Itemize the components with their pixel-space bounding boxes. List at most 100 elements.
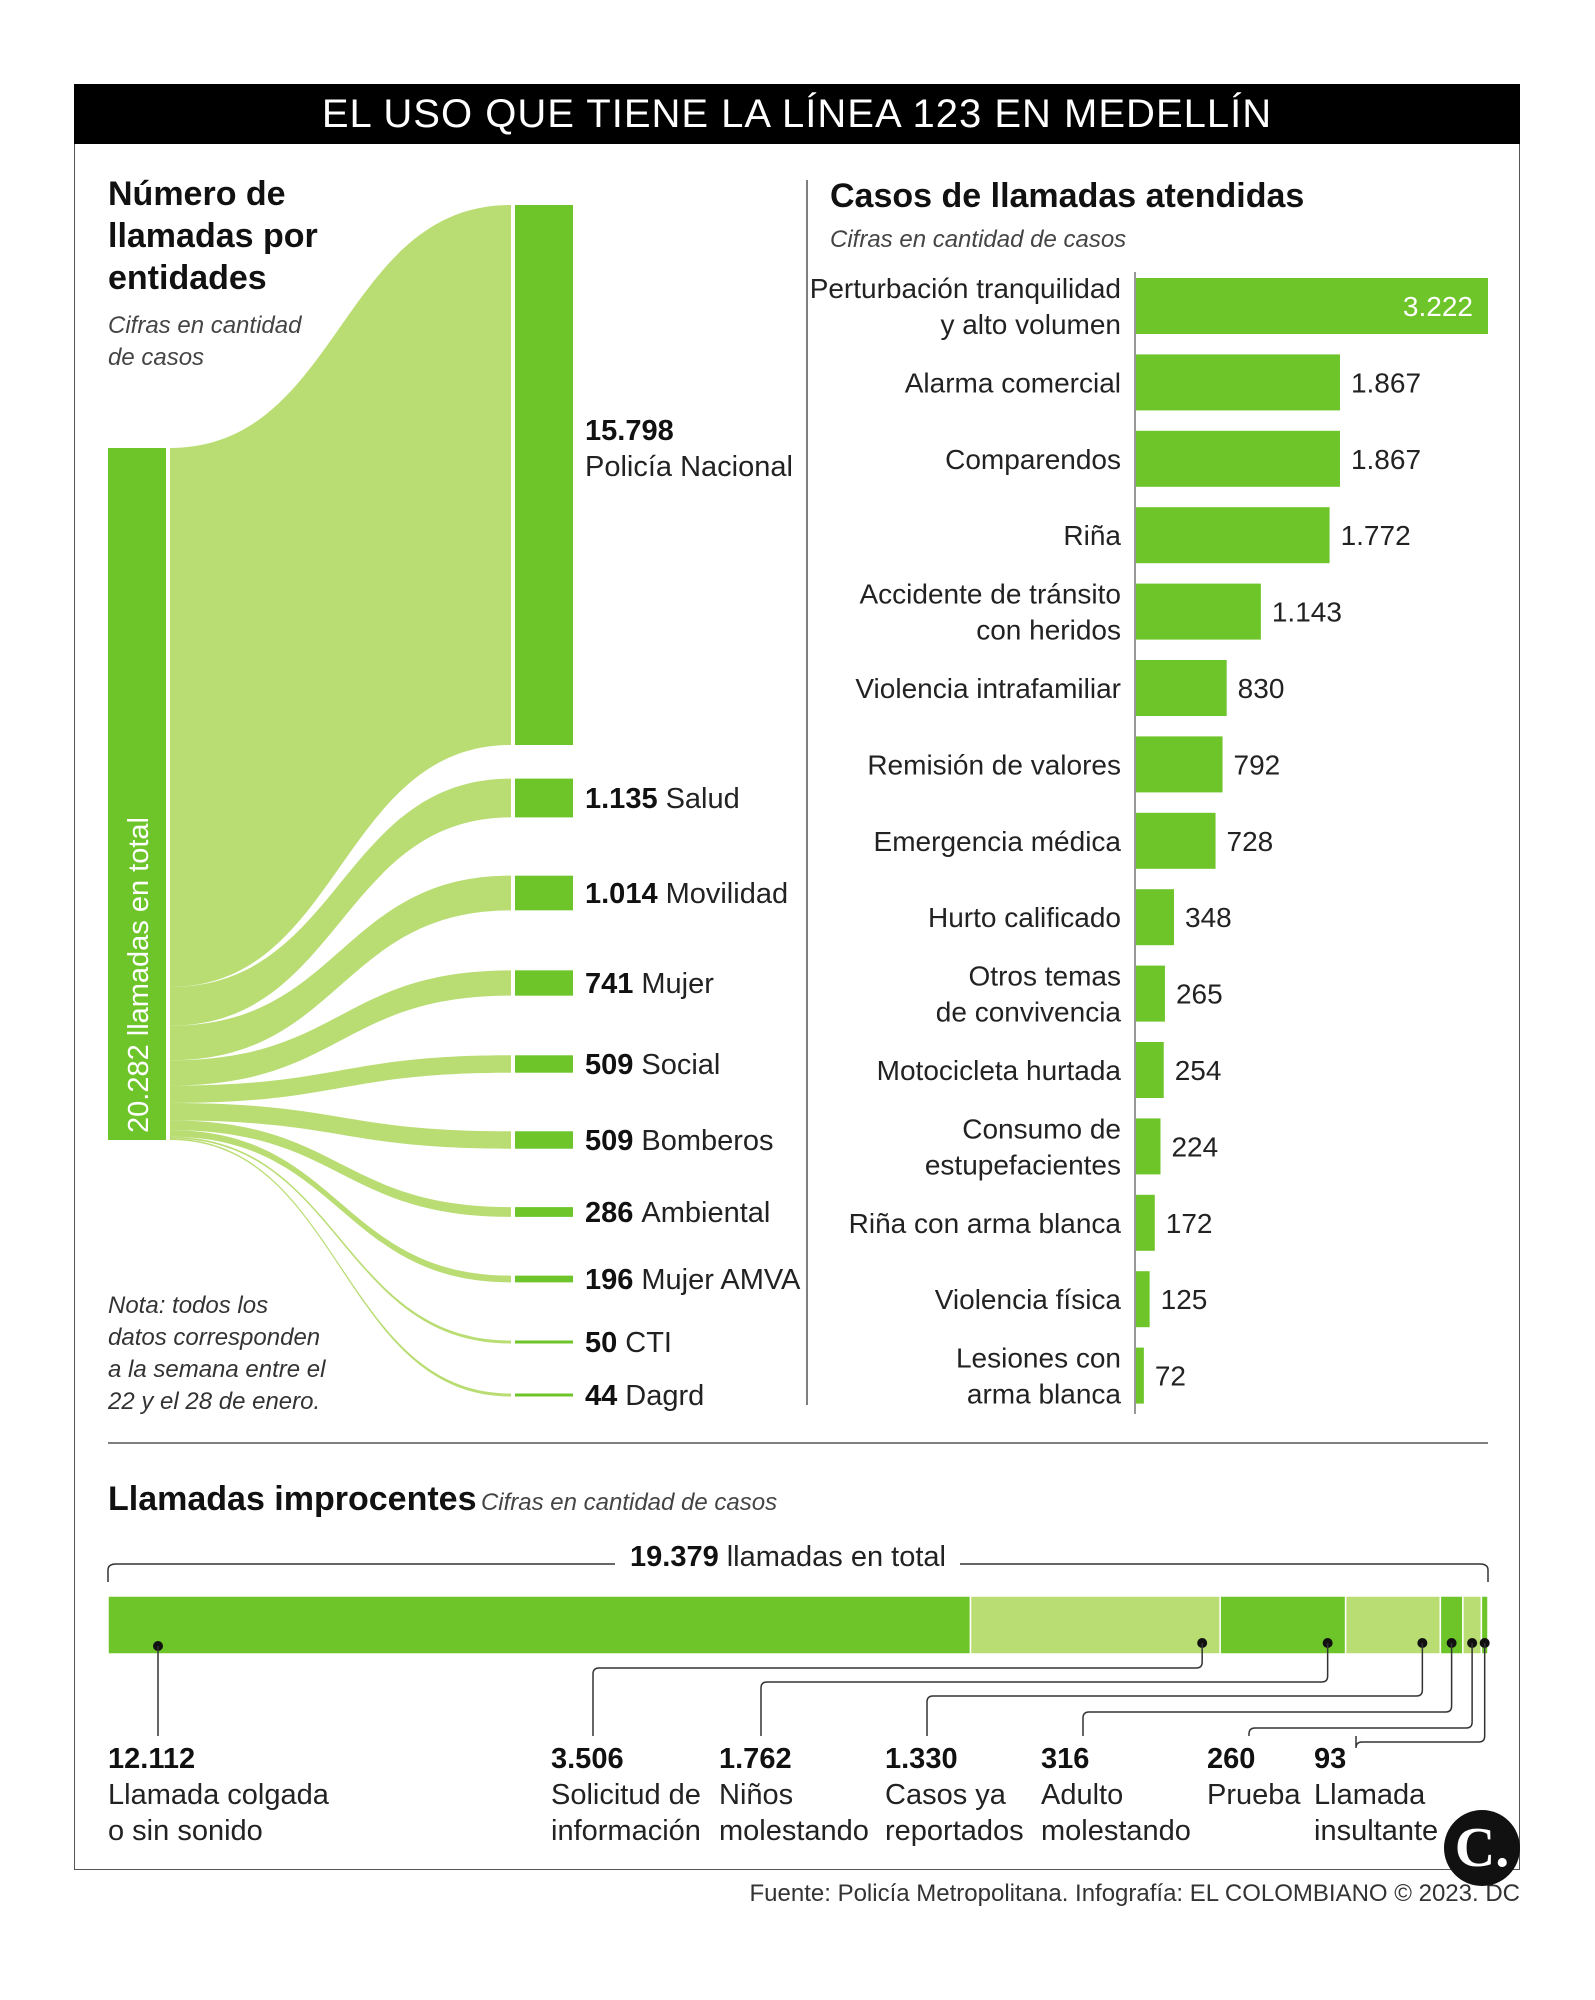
sankey-target-bar	[515, 970, 573, 996]
sankey-target-bar	[515, 1275, 573, 1283]
sankey-target-bar	[515, 875, 573, 911]
cases-value-label: 1.772	[1341, 520, 1411, 551]
cases-category-label: Emergencia médica	[874, 826, 1122, 857]
cases-value-label: 830	[1238, 673, 1285, 704]
cases-bar	[1136, 1271, 1150, 1328]
sankey-target-bar	[515, 1340, 573, 1344]
sankey-category-label: Social	[641, 1049, 720, 1081]
sankey-label: 286 Ambiental	[585, 1197, 770, 1229]
cases-bar	[1136, 1042, 1164, 1098]
sankey-flow	[170, 1102, 511, 1149]
cases-category-label: Accidente de tránsito	[860, 579, 1122, 610]
cases-value-label: 265	[1176, 979, 1223, 1010]
improper-value-label: 12.112	[108, 1743, 195, 1775]
improper-leader-line	[1248, 1643, 1473, 1736]
cases-category-label: Violencia física	[935, 1284, 1122, 1315]
improper-total-value: 19.379	[630, 1541, 719, 1573]
improper-category-label: Casos ya	[885, 1779, 1007, 1811]
sankey-flow	[170, 1130, 511, 1283]
sankey-chart: 15.798 Policía Nacional 1.135 Salud 1.014 Mov…	[108, 205, 801, 1412]
sankey-category-label: CTI	[625, 1327, 672, 1359]
cases-title: Casos de llamadas atendidas	[830, 177, 1305, 215]
note-line: 22 y el 28 de enero.	[108, 1388, 321, 1415]
sankey-target-bar	[515, 205, 573, 745]
improper-title: Llamadas improcentes	[108, 1480, 477, 1518]
improper-category-label: molestando	[719, 1815, 869, 1847]
sankey-target-bar	[515, 1055, 573, 1073]
cases-bar	[1136, 965, 1165, 1022]
cases-bar	[1136, 1347, 1144, 1404]
cases-value-label: 348	[1185, 902, 1232, 933]
cases-category-label: Lesiones con	[956, 1343, 1121, 1374]
entities-title-line: Número de	[108, 175, 286, 213]
sankey-category-label: Mujer	[641, 968, 714, 1000]
improper-heading: Llamadas improcentes Cifras en cantidad …	[108, 1480, 777, 1519]
cases-category-label: Comparendos	[945, 444, 1121, 475]
sankey-label: 1.014 Movilidad	[585, 878, 788, 910]
sankey-target-bar	[515, 1207, 573, 1217]
improper-segment	[969, 1595, 1221, 1655]
cases-value-label: 254	[1175, 1055, 1222, 1086]
cases-bar-chart: 3.222 Perturbación tranquilidad y alto vol…	[810, 272, 1488, 1414]
cases-bar	[1136, 736, 1223, 793]
cases-value-label: 172	[1166, 1208, 1213, 1239]
improper-category-label: insultante	[1314, 1815, 1438, 1847]
cases-bar	[1136, 889, 1175, 946]
note-line: datos corresponden	[108, 1324, 321, 1351]
sankey-value-label: 44	[585, 1380, 617, 1412]
sankey-label: 1.135 Salud	[585, 783, 740, 815]
improper-category-label: Niños	[719, 1779, 793, 1811]
cases-value-label: 1.867	[1351, 444, 1421, 475]
cases-category-label: estupefacientes	[925, 1149, 1121, 1180]
sankey-value-label: 15.798	[585, 415, 674, 447]
sankey-label: 741 Mujer	[585, 968, 714, 1000]
cases-bar	[1136, 430, 1340, 487]
improper-value-label: 1.762	[719, 1743, 792, 1775]
sankey-flow	[170, 970, 511, 1086]
entities-note: Nota: todos los datos corresponden a la …	[108, 1290, 325, 1418]
sankey-source-bar	[108, 448, 166, 1140]
sankey-flow	[170, 875, 511, 1061]
improper-segment	[107, 1595, 972, 1655]
cases-value-label: 3.222	[1403, 291, 1473, 322]
sankey-flow	[170, 1138, 511, 1397]
entities-subtitle: Cifras en cantidad de casos	[108, 310, 301, 374]
improper-category-label: información	[551, 1815, 701, 1847]
page-title: EL USO QUE TIENE LA LÍNEA 123 EN MEDELLÍ…	[74, 84, 1520, 144]
cases-category-label: Remisión de valores	[867, 749, 1121, 780]
sankey-label: 50 CTI	[585, 1327, 672, 1359]
sankey-value-label: 50	[585, 1327, 617, 1359]
cases-value-label: 792	[1234, 749, 1281, 780]
sankey-category-label: Bomberos	[641, 1125, 773, 1157]
sankey-total-label: 20.282 llamadas en total	[123, 817, 155, 1133]
sankey-value-label: 741	[585, 968, 633, 1000]
cases-category-label: Violencia intrafamiliar	[855, 673, 1121, 704]
sankey-value-label: 509	[585, 1125, 633, 1157]
sankey-category-label: Ambiental	[641, 1197, 770, 1229]
cases-category-label: Perturbación tranquilidad	[810, 273, 1121, 304]
improper-value-label: 93	[1314, 1743, 1346, 1775]
sankey-category-label: Dagrd	[625, 1380, 704, 1412]
improper-segment	[1344, 1595, 1442, 1655]
el-colombiano-logo: C.	[1444, 1810, 1520, 1886]
cases-category-label: Alarma comercial	[905, 367, 1121, 398]
improper-total: 19.379 llamadas en total	[630, 1541, 946, 1573]
sankey-flow	[170, 778, 511, 1026]
sankey-category-label: Policía Nacional	[585, 451, 793, 483]
improper-leader-line	[1082, 1643, 1453, 1736]
cases-bar	[1136, 507, 1330, 564]
sankey-value-label: 509	[585, 1049, 633, 1081]
improper-category-label: Adulto	[1041, 1779, 1123, 1811]
improper-value-label: 1.330	[885, 1743, 958, 1775]
cases-category-label: Riña con arma blanca	[849, 1208, 1122, 1239]
cases-bar	[1136, 354, 1340, 411]
improper-category-label: Llamada colgada	[108, 1779, 330, 1811]
improper-value-label: 316	[1041, 1743, 1089, 1775]
cases-value-label: 72	[1155, 1361, 1186, 1392]
cases-value-label: 224	[1171, 1131, 1218, 1162]
improper-category-label: Solicitud de	[551, 1779, 701, 1811]
cases-category-label: Riña	[1063, 520, 1121, 551]
note-line: Nota: todos los	[108, 1292, 269, 1319]
cases-bar	[1136, 278, 1488, 334]
improper-leader-line	[926, 1643, 1424, 1736]
